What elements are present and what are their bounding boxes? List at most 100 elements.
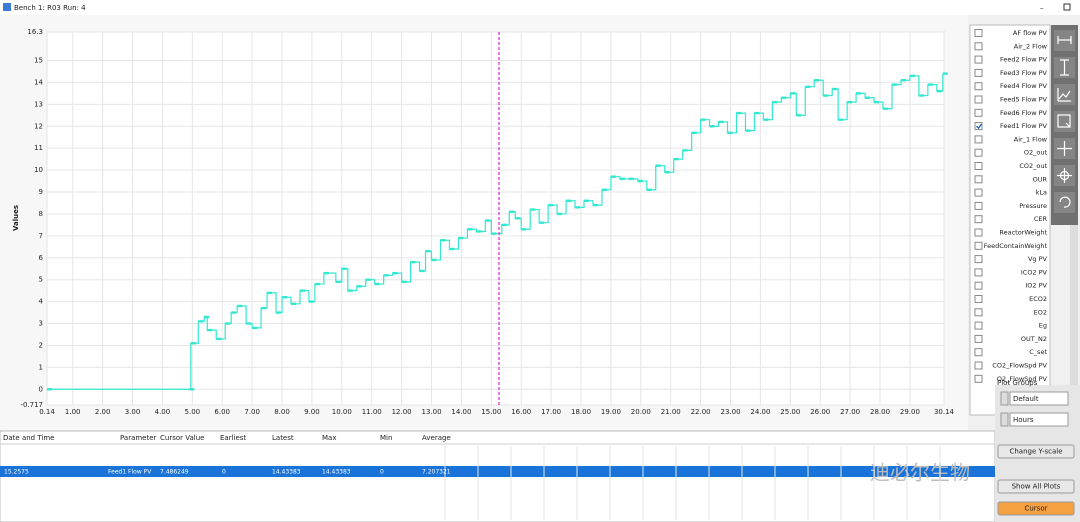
- y-tick-label: 16.3: [27, 28, 43, 36]
- data-point: [189, 388, 195, 391]
- parameter-checkbox[interactable]: [974, 215, 983, 224]
- parameter-checkbox[interactable]: [974, 308, 983, 317]
- parameter-checkbox[interactable]: [974, 95, 983, 104]
- parameter-checkbox[interactable]: [974, 374, 983, 383]
- table-header: Cursor Value: [160, 434, 204, 442]
- parameter-label[interactable]: Feed1 Flow PV: [1000, 122, 1048, 130]
- time-unit-value: Hours: [1013, 416, 1034, 424]
- table-cell[interactable]: 7.207321: [422, 469, 451, 476]
- parameter-checkbox[interactable]: [974, 108, 983, 117]
- parameter-checkbox[interactable]: [974, 29, 983, 37]
- parameter-label[interactable]: AF flow PV: [1013, 29, 1048, 37]
- parameter-label[interactable]: ICO2 PV: [1021, 268, 1048, 276]
- parameter-checkbox[interactable]: [974, 122, 983, 131]
- parameter-checkbox[interactable]: [974, 281, 983, 290]
- parameter-checkbox[interactable]: [974, 135, 983, 144]
- time-unit-field[interactable]: [1009, 412, 1069, 427]
- parameter-label[interactable]: OUT_N2: [1021, 335, 1047, 343]
- parameter-checkbox[interactable]: [974, 321, 983, 330]
- y-tick-label: 0: [39, 385, 43, 393]
- parameter-label[interactable]: Vg PV: [1028, 255, 1048, 263]
- minimize-button[interactable]: –: [1040, 4, 1044, 12]
- autoscale-tool[interactable]: [1054, 84, 1075, 105]
- parameter-checkbox[interactable]: [974, 175, 983, 184]
- parameter-label[interactable]: CO2_out: [1019, 162, 1047, 170]
- parameter-checkbox[interactable]: [974, 255, 983, 264]
- x-tick-label: 0.14: [39, 408, 55, 416]
- data-point: [592, 203, 598, 207]
- restore-button[interactable]: [1063, 3, 1071, 11]
- data-point: [628, 177, 634, 181]
- x-tick-label: 2.00: [95, 408, 111, 416]
- parameter-label[interactable]: Feed5 Flow PV: [1000, 96, 1048, 104]
- table-cell[interactable]: 14.43383: [322, 469, 351, 476]
- parameter-label[interactable]: IO2 PV: [1025, 282, 1047, 290]
- parameter-label[interactable]: C_set: [1029, 348, 1047, 356]
- y-tick-label: 14: [34, 78, 43, 86]
- parameter-label[interactable]: CO2_FlowSpd PV: [992, 362, 1047, 370]
- parameter-checkbox[interactable]: [974, 201, 983, 210]
- parameter-label[interactable]: CER: [1034, 215, 1048, 223]
- parameter-label[interactable]: FeedContainWeight: [984, 242, 1048, 250]
- parameter-checkbox[interactable]: [974, 334, 983, 343]
- data-point: [225, 322, 231, 325]
- parameter-checkbox[interactable]: [974, 68, 983, 77]
- parameter-checkbox[interactable]: [974, 162, 983, 170]
- reset-tool[interactable]: [1054, 192, 1075, 213]
- table-cell[interactable]: 14.43383: [272, 469, 301, 476]
- table-cell[interactable]: Feed1 Flow PV: [108, 469, 152, 476]
- parameter-checkbox[interactable]: [974, 295, 983, 303]
- data-point: [673, 157, 679, 161]
- parameter-checkbox[interactable]: [974, 148, 983, 157]
- table-cell[interactable]: 0: [380, 469, 384, 476]
- parameter-checkbox[interactable]: [974, 228, 983, 237]
- data-point: [709, 125, 715, 128]
- parameter-checkbox[interactable]: [974, 348, 983, 357]
- data-point: [231, 311, 237, 314]
- data-point: [401, 280, 407, 284]
- parameter-checkbox[interactable]: [974, 42, 983, 51]
- y-tick-label: 11: [34, 144, 43, 152]
- parameter-label[interactable]: EO2: [1034, 308, 1047, 316]
- data-point: [900, 79, 906, 82]
- parameter-label[interactable]: O2_out: [1024, 149, 1048, 157]
- parameter-label[interactable]: Feed2 Flow PV: [1000, 56, 1048, 64]
- parameter-checkbox[interactable]: [974, 55, 983, 64]
- parameter-label[interactable]: Feed6 Flow PV: [1000, 109, 1048, 117]
- list-scrollbar[interactable]: [1070, 225, 1078, 415]
- selected-row[interactable]: [0, 466, 995, 477]
- parameter-checkbox[interactable]: [974, 268, 983, 277]
- data-point: [198, 320, 204, 323]
- plot-group-spinner[interactable]: [1000, 391, 1009, 406]
- parameter-checkbox[interactable]: [974, 361, 983, 370]
- parameter-label[interactable]: O2_FlowSpd PV: [997, 375, 1048, 383]
- parameter-checkbox[interactable]: [974, 188, 983, 197]
- x-tick-label: 27.00: [840, 408, 860, 416]
- table-cell[interactable]: 15.2575: [4, 469, 29, 476]
- parameter-label[interactable]: ReactorWeight: [999, 229, 1047, 237]
- parameter-label[interactable]: Feed4 Flow PV: [1000, 82, 1048, 90]
- parameter-label[interactable]: OUR: [1033, 175, 1048, 183]
- data-point: [204, 315, 210, 319]
- table-cell[interactable]: 0: [222, 469, 226, 476]
- parameter-label[interactable]: Pressure: [1019, 202, 1047, 210]
- button[interactable]: [997, 501, 1075, 516]
- parameter-checkbox[interactable]: [974, 241, 983, 250]
- parameter-checkbox[interactable]: [974, 82, 983, 91]
- parameter-label[interactable]: ECO2: [1029, 295, 1047, 303]
- data-point: [865, 96, 871, 99]
- parameter-label[interactable]: Air_2 Flow: [1014, 42, 1048, 50]
- data-point: [190, 342, 196, 345]
- parameter-label[interactable]: Eg: [1039, 322, 1047, 330]
- button[interactable]: [997, 479, 1075, 494]
- parameter-label[interactable]: Air_1 Flow: [1014, 135, 1048, 143]
- parameter-label[interactable]: kLa: [1036, 189, 1047, 197]
- time-unit-spinner[interactable]: [1000, 412, 1009, 427]
- parameter-label[interactable]: Feed3 Flow PV: [1000, 69, 1048, 77]
- button[interactable]: [997, 444, 1075, 459]
- zoom-box-tool[interactable]: [1054, 111, 1075, 132]
- table-cell[interactable]: 7.486249: [160, 469, 189, 476]
- data-point: [252, 326, 258, 330]
- plot-group-field[interactable]: [1009, 391, 1069, 406]
